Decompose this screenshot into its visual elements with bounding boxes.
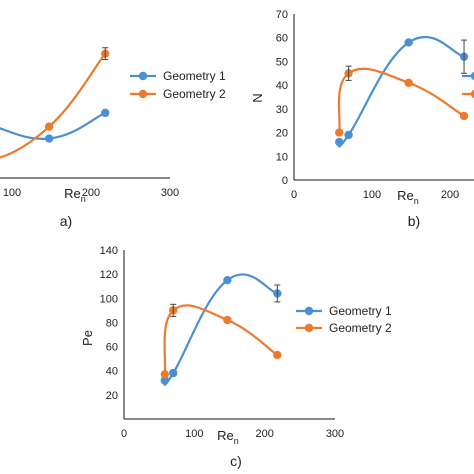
y-axis-label: N [250, 93, 265, 102]
x-axis-label: Ren [217, 428, 239, 446]
legend: Geometry 1 Geometry 2 [296, 304, 392, 335]
series-2 [160, 304, 282, 379]
series-2 [0, 49, 110, 159]
x-tick-label: 300 [326, 428, 344, 440]
x-tick-label: 100 [3, 187, 21, 199]
data-point [404, 78, 413, 87]
legend-item: Geometry 2 [130, 87, 226, 101]
series-1 [160, 273, 282, 386]
x-tick-label: 100 [363, 189, 381, 201]
data-point [404, 38, 413, 47]
legend-item: Geometry 2 [296, 321, 392, 335]
data-point [335, 128, 344, 137]
legend: Geometry 1 Geometry 2 [130, 69, 226, 101]
y-tick-label: 30 [276, 104, 288, 116]
y-tick-label: 100 [100, 293, 118, 305]
series-line [0, 111, 106, 140]
data-point [44, 122, 54, 131]
y-tick-label: 20 [276, 128, 288, 140]
y-tick-label: 140 [100, 245, 118, 257]
data-point [101, 108, 110, 118]
y-tick-label: 70 [276, 9, 288, 21]
legend-label: Geometry 2 [329, 321, 392, 335]
series-line [0, 53, 107, 159]
legend-swatch-marker [138, 89, 148, 99]
x-tick-label: 0 [291, 189, 297, 201]
legend-item: Geometry 1 [462, 71, 474, 81]
x-axis-label: Ren [64, 186, 86, 204]
legend-label: Geometry 1 [163, 69, 226, 83]
data-point [223, 315, 232, 325]
legend-swatch-marker [138, 71, 148, 81]
legend-swatch-marker [470, 71, 474, 81]
series-line [163, 273, 278, 386]
series-1 [0, 108, 110, 143]
panel-label: a) [60, 213, 72, 229]
data-point [160, 370, 169, 379]
y-tick-label: 60 [276, 33, 288, 45]
y-tick-label: 10 [276, 151, 288, 163]
y-tick-label: 0 [282, 175, 288, 187]
series-line [337, 35, 465, 148]
y-axis-label: Pe [80, 330, 95, 346]
panel-label: b) [408, 213, 420, 229]
x-tick-label: 0 [121, 428, 127, 440]
y-tick-label: 80 [106, 317, 118, 329]
series-1 [335, 35, 469, 148]
x-tick-label: 100 [185, 428, 203, 440]
x-tick-label: 200 [255, 428, 273, 440]
series-line [337, 67, 465, 133]
legend-swatch-marker [304, 323, 314, 333]
x-tick-label: 200 [441, 189, 459, 201]
legend-item: Geometry 1 [130, 69, 226, 83]
series-line [163, 304, 278, 375]
y-tick-label: 40 [106, 366, 118, 378]
y-tick-label: 60 [106, 342, 118, 354]
x-axis-label: Ren [397, 188, 419, 206]
data-point [169, 368, 178, 378]
y-tick-label: 40 [276, 80, 288, 92]
data-point [344, 130, 353, 140]
data-point [223, 275, 232, 285]
legend: Geometry 1 Geometry 2 [462, 71, 474, 99]
legend-item: Geometry 2 [462, 89, 474, 99]
data-point [160, 376, 169, 385]
y-tick-label: 50 [276, 56, 288, 68]
legend-label: Geometry 2 [163, 87, 226, 101]
data-point [273, 350, 282, 360]
x-tick-label: 300 [161, 187, 179, 199]
data-point [459, 111, 469, 121]
data-point [335, 137, 344, 147]
panel-label: c) [230, 453, 242, 469]
chart-panel-3: 20 40 60 80 100 120 140 Pe 0 100 200 300 Ren c) Geomet… [80, 245, 392, 469]
data-point [44, 134, 54, 143]
y-tick-label: 120 [100, 269, 118, 281]
legend-swatch-marker [304, 306, 314, 316]
legend-swatch-marker [470, 89, 474, 99]
legend-item: Geometry 1 [296, 304, 392, 318]
chart-panel-1: 100 200 300 Ren a) Geometry 1 Geometry 2 [0, 47, 226, 229]
y-tick-label: 20 [106, 390, 118, 402]
legend-label: Geometry 1 [329, 304, 392, 318]
x-tick-label: 200 [82, 187, 100, 199]
